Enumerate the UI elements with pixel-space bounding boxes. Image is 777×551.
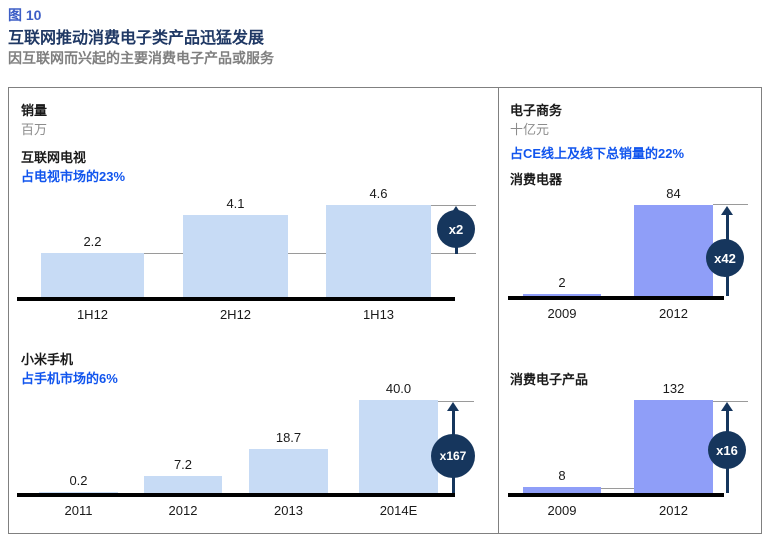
bar-2012 — [144, 476, 222, 493]
category-label: 2H12 — [219, 307, 252, 322]
x-axis-baseline — [508, 296, 724, 300]
chart-internet-tv-title: 互联网电视 — [21, 150, 87, 165]
category-label: 2009 — [547, 503, 577, 518]
multiplier-badge: x2 — [437, 210, 475, 248]
right-panel-title: 电子商务 — [510, 103, 563, 118]
reference-line-40-level — [438, 401, 474, 402]
chart-appliances-title: 消费电器 — [510, 172, 563, 187]
category-label: 1H12 — [76, 307, 109, 322]
value-label: 18.7 — [275, 430, 302, 445]
x-axis-baseline — [17, 297, 455, 301]
category-label: 2011 — [64, 503, 93, 518]
value-label: 8 — [558, 468, 566, 483]
bar-2009 — [523, 487, 601, 493]
reference-line-132-level — [713, 401, 748, 402]
category-label: 2009 — [547, 306, 577, 321]
x-axis-baseline — [17, 493, 455, 497]
bar-1H12 — [41, 253, 144, 297]
left-panel-title: 销量 — [21, 103, 48, 118]
bar-1H13 — [326, 205, 431, 297]
value-label: 0.2 — [69, 473, 88, 488]
category-label: 1H13 — [362, 307, 395, 322]
bar-2012 — [634, 205, 713, 296]
category-label: 2014E — [379, 503, 418, 518]
chart-xiaomi-title: 小米手机 — [21, 352, 74, 367]
right-panel-stat: 占CE线上及线下总销量的22% — [510, 146, 685, 161]
reference-line-8-level — [601, 488, 642, 489]
value-label: 2 — [558, 275, 566, 290]
bar-2011 — [39, 492, 118, 493]
bar-2013 — [249, 449, 328, 493]
bar-2009 — [523, 294, 601, 296]
multiplier-badge: x16 — [708, 431, 746, 469]
figure-title: 互联网推动消费电子类产品迅猛发展 — [8, 30, 265, 47]
growth-arrow-icon — [447, 402, 459, 411]
category-label: 2012 — [168, 503, 198, 518]
bar-2012 — [634, 400, 713, 493]
value-label: 40.0 — [385, 381, 412, 396]
category-label: 2013 — [274, 503, 303, 518]
growth-arrow-icon — [721, 402, 733, 411]
growth-arrow-icon — [721, 206, 733, 215]
bar-2H12 — [183, 215, 288, 297]
right-panel-unit: 十亿元 — [510, 122, 550, 137]
bar-2014E — [359, 400, 438, 493]
panel-divider — [498, 88, 499, 533]
value-label: 4.1 — [226, 196, 245, 211]
value-label: 7.2 — [173, 457, 193, 472]
reference-line-4.6-level — [431, 205, 476, 206]
value-label: 132 — [662, 381, 685, 396]
value-label: 4.6 — [369, 186, 388, 201]
chart-internet-tv-stat: 占电视市场的23% — [21, 169, 126, 184]
value-label: 84 — [666, 186, 681, 201]
chart-electronics-title: 消费电子产品 — [510, 372, 589, 387]
charts-panel-box: 销量 百万 互联网电视 占电视市场的23% 2.2 4.1 4.6 1H12 2… — [8, 87, 762, 534]
reference-line-84-level — [713, 204, 748, 205]
chart-xiaomi-stat: 占手机市场的6% — [21, 371, 118, 386]
value-label: 2.2 — [83, 234, 102, 249]
category-label: 2012 — [659, 306, 688, 321]
category-label: 2012 — [659, 503, 688, 518]
multiplier-badge: x167 — [431, 434, 475, 478]
x-axis-baseline — [508, 493, 724, 497]
figure-number: 图 10 — [8, 7, 42, 23]
multiplier-badge: x42 — [706, 239, 744, 277]
figure-subtitle: 因互联网而兴起的主要消费电子产品或服务 — [8, 50, 274, 66]
reference-line-2.2-level — [144, 253, 476, 254]
left-panel-unit: 百万 — [21, 122, 48, 137]
